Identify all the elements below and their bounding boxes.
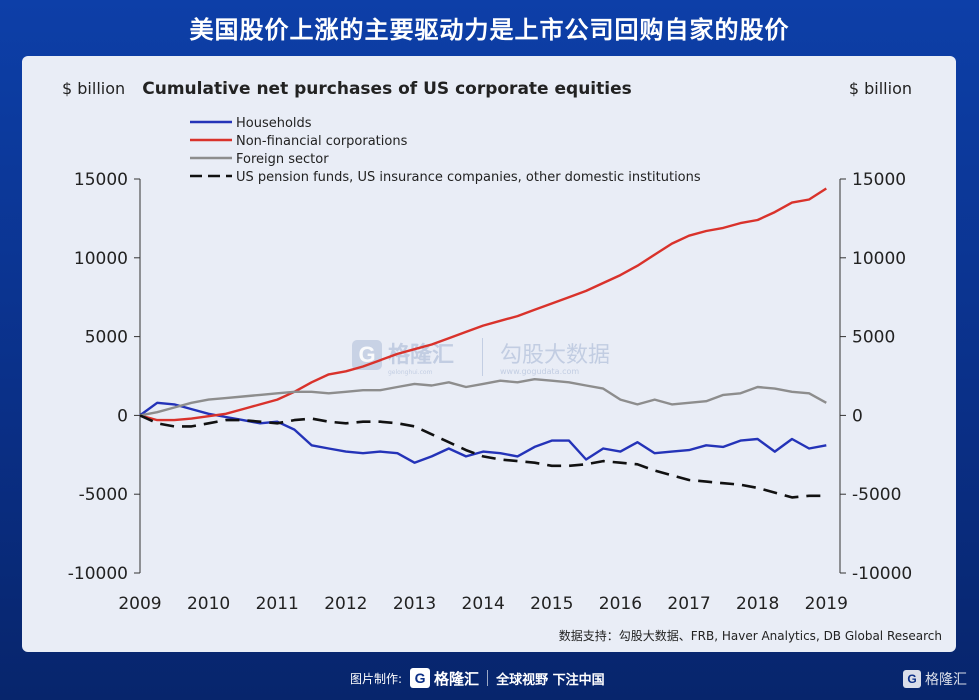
y-tick-label-left: 5000 <box>85 328 128 348</box>
footer-slogan: 全球视野 下注中国 <box>496 672 605 688</box>
y-tick-label-right: 5000 <box>852 328 895 348</box>
y-tick-label-left: 10000 <box>74 249 128 269</box>
x-tick-label: 2018 <box>736 594 779 614</box>
x-tick-label: 2019 <box>805 594 848 614</box>
x-tick-label: 2011 <box>256 594 299 614</box>
brand-watermark-url: gelonghui.com <box>388 369 433 376</box>
x-tick-label: 2017 <box>667 594 710 614</box>
x-tick-label: 2015 <box>530 594 573 614</box>
series-line-nonfin <box>139 187 827 422</box>
y-tick-label-right: 10000 <box>852 249 906 269</box>
footer-divider <box>487 670 489 686</box>
y-tick-label-right: -5000 <box>852 485 901 505</box>
chart-card: G 格隆汇 gelonghui.com 勾股大数据 www.gogudata.c… <box>22 56 956 652</box>
y-tick-label-left: 0 <box>117 406 128 426</box>
page-title: 美国股价上涨的主要驱动力是上市公司回购自家的股价 <box>189 15 790 44</box>
watermark-divider <box>482 338 483 376</box>
made-by-label: 图片制作: <box>350 671 403 686</box>
x-tick-label: 2010 <box>187 594 230 614</box>
footer-brand-text: 格隆汇 <box>434 669 480 688</box>
legend-label-households: Households <box>236 116 312 131</box>
y-tick-label-left: 15000 <box>74 170 128 190</box>
partner-watermark-url: www.gogudata.com <box>500 367 579 376</box>
y-axis-left-label: $ billion <box>62 79 125 98</box>
x-tick-label: 2012 <box>324 594 367 614</box>
x-tick-label: 2013 <box>393 594 436 614</box>
source-note: 数据支持：勾股大数据、FRB, Haver Analytics, DB Glob… <box>558 629 942 643</box>
line-chart: G 格隆汇 gelonghui.com 勾股大数据 www.gogudata.c… <box>62 79 912 614</box>
brand-watermark-glyph: G <box>358 342 375 367</box>
y-tick-label-right: -10000 <box>852 564 912 584</box>
corner-logo-icon: G <box>903 670 921 688</box>
footer-credit: 图片制作: G 格隆汇 全球视野 下注中国 <box>350 666 605 690</box>
x-tick-label: 2014 <box>462 594 505 614</box>
brand-logo-icon: G <box>410 668 431 688</box>
axes: 15000 15000 10000 10000 5000 5000 0 0 -5000 -5000… <box>68 170 912 614</box>
y-axis-right-label: $ billion <box>849 79 912 98</box>
y-tick-label-right: 0 <box>852 406 863 426</box>
footer-brand: G 格隆汇 <box>410 668 479 689</box>
series-line-households <box>139 401 827 464</box>
legend-label-foreign: Foreign sector <box>236 152 329 167</box>
series-layer <box>139 187 827 499</box>
series-line-pension <box>139 414 827 499</box>
corner-brand-text: 格隆汇 <box>925 672 967 688</box>
corner-brand: G 格隆汇 <box>903 669 967 689</box>
x-tick-label: 2009 <box>118 594 161 614</box>
chart-title: Cumulative net purchases of US corporate… <box>142 79 631 99</box>
footer: 图片制作: G 格隆汇 全球视野 下注中国 G 格隆汇 <box>0 656 979 700</box>
y-tick-label-left: -10000 <box>68 564 128 584</box>
partner-watermark-text: 勾股大数据 <box>500 343 610 368</box>
y-tick-label-left: -5000 <box>79 485 128 505</box>
series-line-foreign <box>139 378 827 417</box>
legend-label-pension: US pension funds, US insurance companies… <box>236 170 701 185</box>
x-tick-label: 2016 <box>599 594 642 614</box>
legend: Households Non-financial corporations Fore… <box>190 116 701 185</box>
legend-label-nonfin: Non-financial corporations <box>236 134 408 149</box>
y-tick-label-right: 15000 <box>852 170 906 190</box>
